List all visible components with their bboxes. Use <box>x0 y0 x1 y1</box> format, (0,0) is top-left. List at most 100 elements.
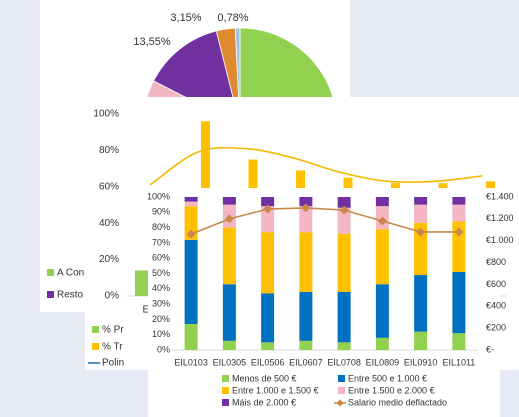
bar <box>452 271 466 334</box>
line-marker <box>416 227 426 237</box>
y2-tick-label: €1.200 <box>486 213 514 223</box>
bar <box>337 233 351 292</box>
y-tick-label: 40% <box>152 283 170 293</box>
legend-label: Resto <box>57 290 84 301</box>
bar <box>222 284 236 341</box>
legend-label: % Pr <box>102 325 124 336</box>
legend-swatch <box>47 291 54 298</box>
y-tick-label: 60% <box>99 181 119 192</box>
y-tick-label: 20% <box>152 314 170 324</box>
bar <box>261 206 275 233</box>
bar <box>222 197 236 205</box>
bar <box>222 227 236 285</box>
bar <box>414 331 428 350</box>
legend-swatch <box>338 387 345 394</box>
y-tick-label: 0% <box>157 344 170 354</box>
bar <box>261 197 275 207</box>
bar <box>337 342 351 350</box>
bar <box>375 337 389 350</box>
line-marker <box>454 227 464 237</box>
y-tick-label: 0% <box>105 291 120 302</box>
chart-panel <box>148 188 500 417</box>
x-tick-label: EIL0305 <box>213 357 247 367</box>
bar <box>222 340 236 350</box>
bar <box>414 197 428 205</box>
legend-swatch <box>92 343 99 350</box>
y2-tick-label: €- <box>486 344 494 354</box>
legend-swatch <box>92 326 99 333</box>
y2-tick-label: €1.400 <box>486 191 514 201</box>
bar <box>414 204 428 224</box>
legend-marker <box>336 399 344 407</box>
bar <box>452 204 466 222</box>
legend-label: Máis de 2.000 € <box>232 397 296 407</box>
line <box>190 207 459 235</box>
y-tick-label: 80% <box>99 145 119 156</box>
legend-swatch <box>338 375 345 382</box>
x-tick-label: EIL0506 <box>251 357 285 367</box>
legend-swatch <box>222 399 229 406</box>
pie-label: 0,78% <box>217 12 248 24</box>
y-tick-label: 40% <box>99 218 119 229</box>
bar <box>337 207 351 234</box>
line-marker <box>377 216 387 226</box>
line-marker <box>339 205 349 215</box>
bar <box>337 291 351 343</box>
y-tick-label: 20% <box>99 254 119 265</box>
bar <box>261 232 275 294</box>
bar <box>375 284 389 338</box>
y2-tick-label: €200 <box>486 323 506 333</box>
legend-label: A Con <box>57 268 84 279</box>
legend-swatch <box>47 269 54 276</box>
y2-tick-label: €1.000 <box>486 235 514 245</box>
y-tick-label: 100% <box>147 191 170 201</box>
bar <box>414 223 428 276</box>
x-tick-label: EIL0910 <box>404 357 438 367</box>
chart: 0% 10% 20% 30% 40% 50% 60% 70% 80% 90% 100% €- €200 €… <box>147 191 514 407</box>
y-tick-label: 90% <box>152 207 170 217</box>
bar <box>337 197 351 208</box>
bar <box>261 293 275 343</box>
legend-swatch <box>222 387 229 394</box>
y2-tick-label: €800 <box>486 257 506 267</box>
bar <box>375 229 389 285</box>
bar <box>299 232 313 292</box>
legend-label: Entre 500 e 1.000 € <box>348 373 427 383</box>
y-tick-label: 30% <box>152 298 170 308</box>
y-tick-label: 60% <box>152 253 170 263</box>
legend-swatch <box>222 375 229 382</box>
bar <box>184 239 198 324</box>
pie-label: 13,55% <box>133 36 171 48</box>
bar <box>299 197 313 207</box>
bar <box>184 197 198 202</box>
y-tick-label: 70% <box>152 237 170 247</box>
line-marker <box>263 204 273 214</box>
bar <box>184 206 198 240</box>
line-marker <box>301 203 311 213</box>
x-tick-label: EIL0103 <box>174 357 208 367</box>
line <box>149 146 483 186</box>
bar <box>414 275 428 332</box>
x-tick-label: EIL0809 <box>366 357 400 367</box>
legend-label: Entre 1.500 e 2.000 € <box>348 385 435 395</box>
y2-tick-label: €400 <box>486 301 506 311</box>
bar <box>452 197 466 205</box>
bar <box>375 197 389 207</box>
line-marker <box>224 214 234 224</box>
y-tick-label: 10% <box>152 329 170 339</box>
bar <box>299 291 313 341</box>
bar <box>135 270 149 296</box>
bar <box>299 206 313 233</box>
legend-label: Entre 1.000 e 1.500 € <box>232 385 319 395</box>
bar <box>184 201 198 207</box>
bar <box>184 323 198 350</box>
bar <box>452 221 466 272</box>
legend-label: Menos de 500 € <box>232 373 297 383</box>
bar <box>261 342 275 350</box>
y2-tick-label: €600 <box>486 279 506 289</box>
legend-label: Polin <box>102 358 124 369</box>
y-tick-label: 100% <box>93 109 119 120</box>
pie-label: 3,15% <box>170 12 201 24</box>
